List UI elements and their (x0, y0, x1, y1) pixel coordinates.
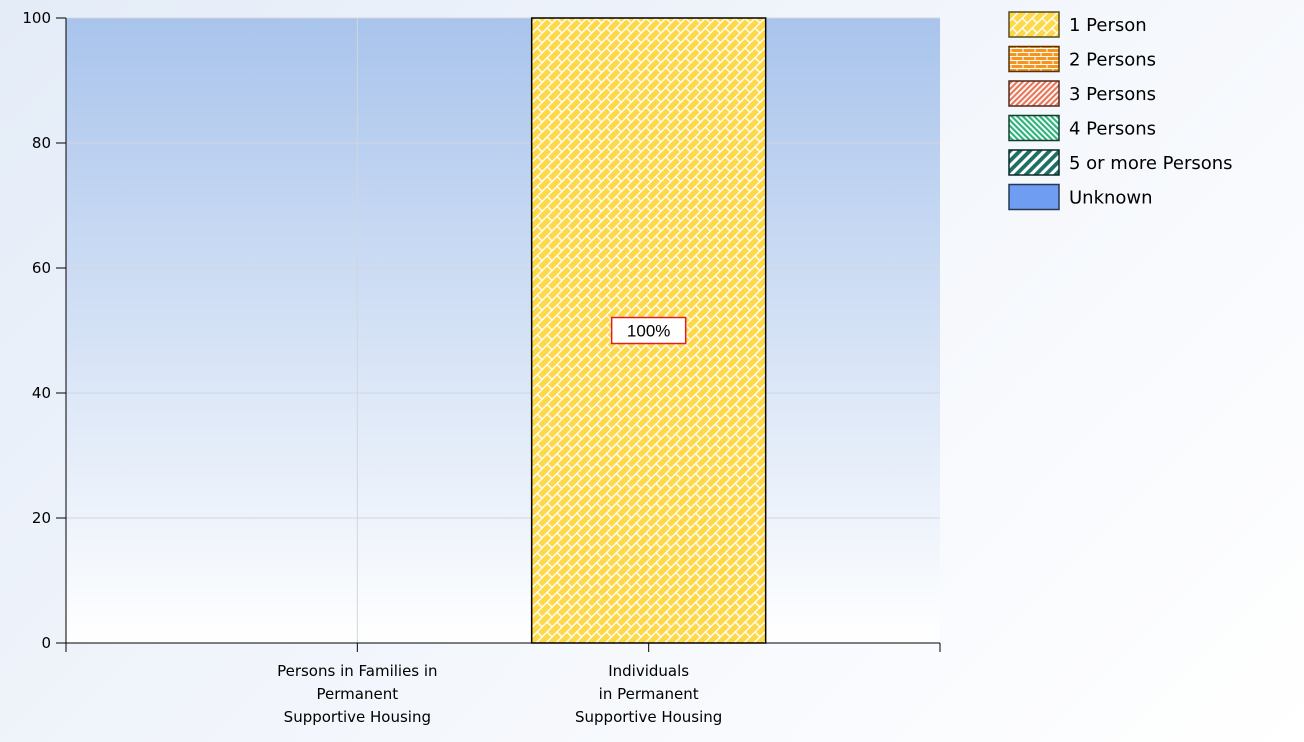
axes: 0 20 40 60 80 100 Persons in Families in Perman… (22, 9, 941, 726)
legend-swatch (1008, 183, 1060, 211)
legend-swatch (1008, 45, 1060, 73)
legend-label: 2 Persons (1069, 50, 1156, 71)
legend-label: Unknown (1069, 188, 1153, 209)
y-tick-label: 60 (32, 259, 51, 277)
legend-label: 1 Person (1069, 15, 1147, 36)
legend-swatch (1008, 11, 1060, 38)
plot-area (66, 18, 940, 643)
x-category-label: Individuals in Permanent Supportive Housin… (575, 662, 722, 726)
data-label-text: 100% (627, 322, 670, 341)
legend-swatch (1008, 114, 1060, 142)
y-tick-label: 80 (32, 134, 51, 152)
legend-label: 3 Persons (1069, 84, 1156, 105)
legend-swatch (1008, 80, 1060, 107)
y-tick-label: 0 (41, 634, 51, 652)
y-tick-label: 20 (32, 509, 51, 527)
y-tick-label: 100 (22, 9, 51, 27)
legend-label: 5 or more Persons (1069, 153, 1233, 174)
legend: 1 Person 2 Persons 3 Persons 4 Persons 5 or … (1008, 11, 1233, 211)
x-category-label: Persons in Families in Permanent Supportiv… (277, 662, 437, 726)
data-labels: 100% (610, 316, 687, 345)
y-tick-label: 40 (32, 384, 51, 402)
data-label-box (610, 316, 687, 345)
legend-label: 4 Persons (1069, 119, 1156, 140)
legend-swatch (1008, 149, 1060, 176)
